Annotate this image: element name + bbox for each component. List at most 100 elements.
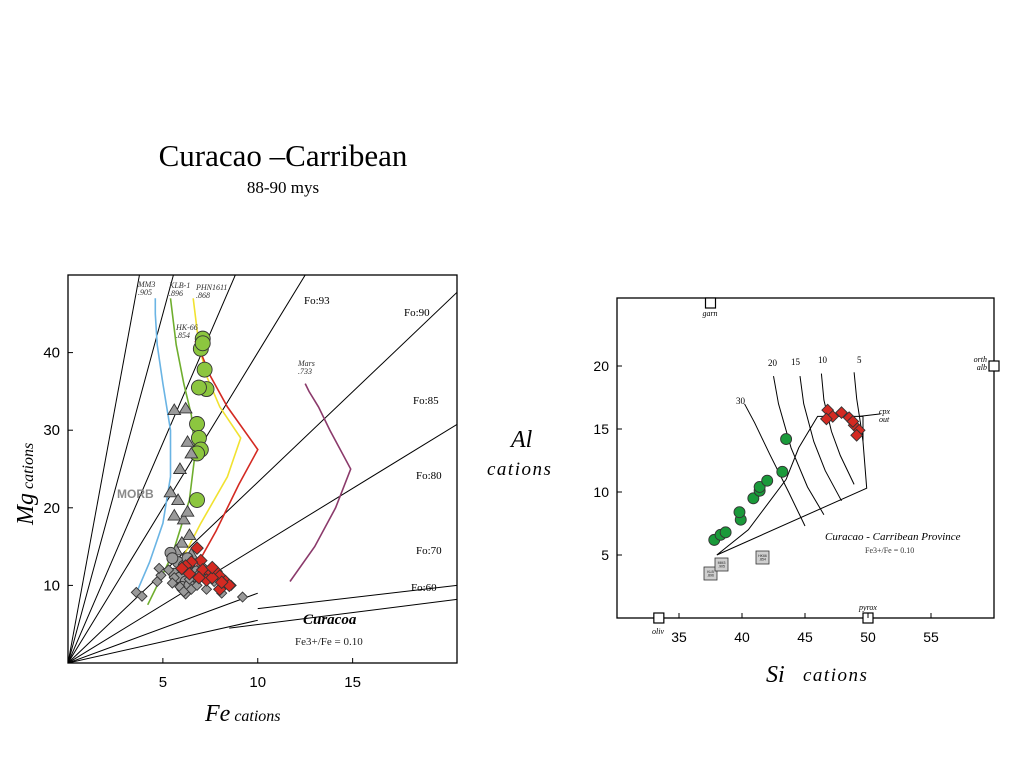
y-tick-label: 10 <box>593 484 609 500</box>
triangle-point <box>172 462 188 474</box>
contour-line <box>799 376 842 502</box>
fo-line <box>68 275 306 663</box>
triangle-point <box>176 512 191 525</box>
right-data-points <box>653 297 1000 624</box>
diamond-point <box>205 570 220 585</box>
left-data-points <box>130 330 249 603</box>
right-chart-labels: 30 20 15 10 5 cpx out garn orth alb oliv pyrox KLB .8… <box>487 309 987 688</box>
x-axis-label: Si <box>766 662 785 688</box>
circle-point <box>190 379 207 396</box>
fo-label: Fo:80 <box>416 470 442 482</box>
reference-curve <box>289 383 352 582</box>
circle-point <box>189 492 205 508</box>
x-tick-label: 5 <box>159 674 167 691</box>
triangle-point <box>178 401 193 414</box>
fo-line <box>68 592 258 663</box>
x-axis-label: Fe cations <box>204 701 281 727</box>
y-tick-label: 5 <box>601 547 609 563</box>
x-tick-label: 35 <box>671 629 687 645</box>
contour-label: 5 <box>857 355 862 365</box>
contour-label: 10 <box>818 355 828 365</box>
curve-label: Mars .733 <box>297 359 315 376</box>
diamond-point <box>136 590 148 602</box>
fo-line <box>68 619 258 663</box>
fo-label: Fo:90 <box>404 307 430 319</box>
triangle-point <box>184 446 199 459</box>
y-tick-label: 10 <box>43 577 60 594</box>
y-tick-label: 30 <box>43 422 60 439</box>
model-box-label: KLB .896 <box>707 570 714 578</box>
diamond-point <box>166 577 179 589</box>
curve-label: KLB-1.896 <box>168 281 190 298</box>
diamond-point <box>192 570 206 585</box>
diamond-point <box>175 561 189 576</box>
triangle-point <box>167 403 182 415</box>
x-tick-label: 10 <box>249 674 266 691</box>
left-plot-frame <box>67 274 458 664</box>
fo-line <box>68 275 236 663</box>
y-tick-label: 40 <box>43 345 60 362</box>
left-chart: 5 10 15 10 20 30 40 Fo:93 Fo:90 Fo:85 Fo:80 Fo:70 F… <box>13 274 458 727</box>
contour-line <box>773 376 825 515</box>
circle-point <box>733 506 746 519</box>
fo-label: Fo:70 <box>416 545 442 557</box>
end-member-label: garn <box>702 309 717 318</box>
field-boundary <box>716 415 868 556</box>
model-box-label: MM3.905 <box>718 561 726 569</box>
left-axis-ticks: 5 10 15 10 20 30 40 <box>43 345 361 691</box>
fo-line <box>68 275 174 663</box>
diamond-point <box>190 541 204 555</box>
curve-label: PHN1611.868 <box>195 283 227 300</box>
fo-line <box>68 423 457 663</box>
diamond-point <box>153 562 165 574</box>
triangle-point <box>174 535 189 548</box>
end-member-label: orth alb <box>974 355 987 372</box>
diamond-point <box>850 428 864 442</box>
diamond-point <box>835 406 848 420</box>
triangle-point <box>180 434 195 447</box>
cpx-out-label: cpx out <box>879 407 891 424</box>
contour-line <box>744 403 806 527</box>
fo-label: Fo:93 <box>304 295 330 307</box>
y-axis-sublabel: cations <box>487 459 552 480</box>
reference-curve <box>146 298 196 606</box>
end-member-label: oliv <box>652 627 664 636</box>
fo-line-short <box>257 584 457 610</box>
model-box <box>714 557 729 572</box>
left-chart-labels: Fo:93 Fo:90 Fo:85 Fo:80 Fo:70 Fo:60 MM3.905 KLB… <box>13 280 442 727</box>
diamond-point <box>236 591 249 603</box>
circle-point <box>719 526 732 539</box>
triangle-point <box>182 528 197 540</box>
fo-line <box>68 291 457 663</box>
diamond-point <box>212 582 227 597</box>
fo-label: Fo:85 <box>413 395 439 407</box>
slide-subtitle: 88-90 mys <box>246 178 320 197</box>
y-axis-label: Al <box>509 427 533 453</box>
diamond-point <box>162 564 175 576</box>
diamond-point <box>214 575 229 590</box>
model-box <box>755 550 770 565</box>
triangle-point <box>180 504 195 517</box>
fo-line <box>68 275 140 663</box>
fo-line-short <box>229 598 457 629</box>
right-plot-frame <box>616 297 995 619</box>
x-tick-label: 45 <box>797 629 813 645</box>
x-tick-label: 50 <box>860 629 876 645</box>
circle-point <box>761 474 774 487</box>
circle-point <box>753 481 766 493</box>
circle-point <box>747 492 760 505</box>
reference-curve <box>171 298 242 578</box>
contour-label: 30 <box>736 396 746 406</box>
circle-point <box>780 433 793 446</box>
circle-point <box>189 416 205 432</box>
curve-label: HK-66.854 <box>175 323 198 340</box>
circle-point <box>194 335 211 352</box>
model-box-label: HK66.854 <box>758 554 767 562</box>
circle-point <box>196 361 213 378</box>
y-tick-label: 20 <box>43 500 60 517</box>
y-tick-label: 15 <box>593 421 609 437</box>
x-tick-label: 15 <box>344 674 361 691</box>
